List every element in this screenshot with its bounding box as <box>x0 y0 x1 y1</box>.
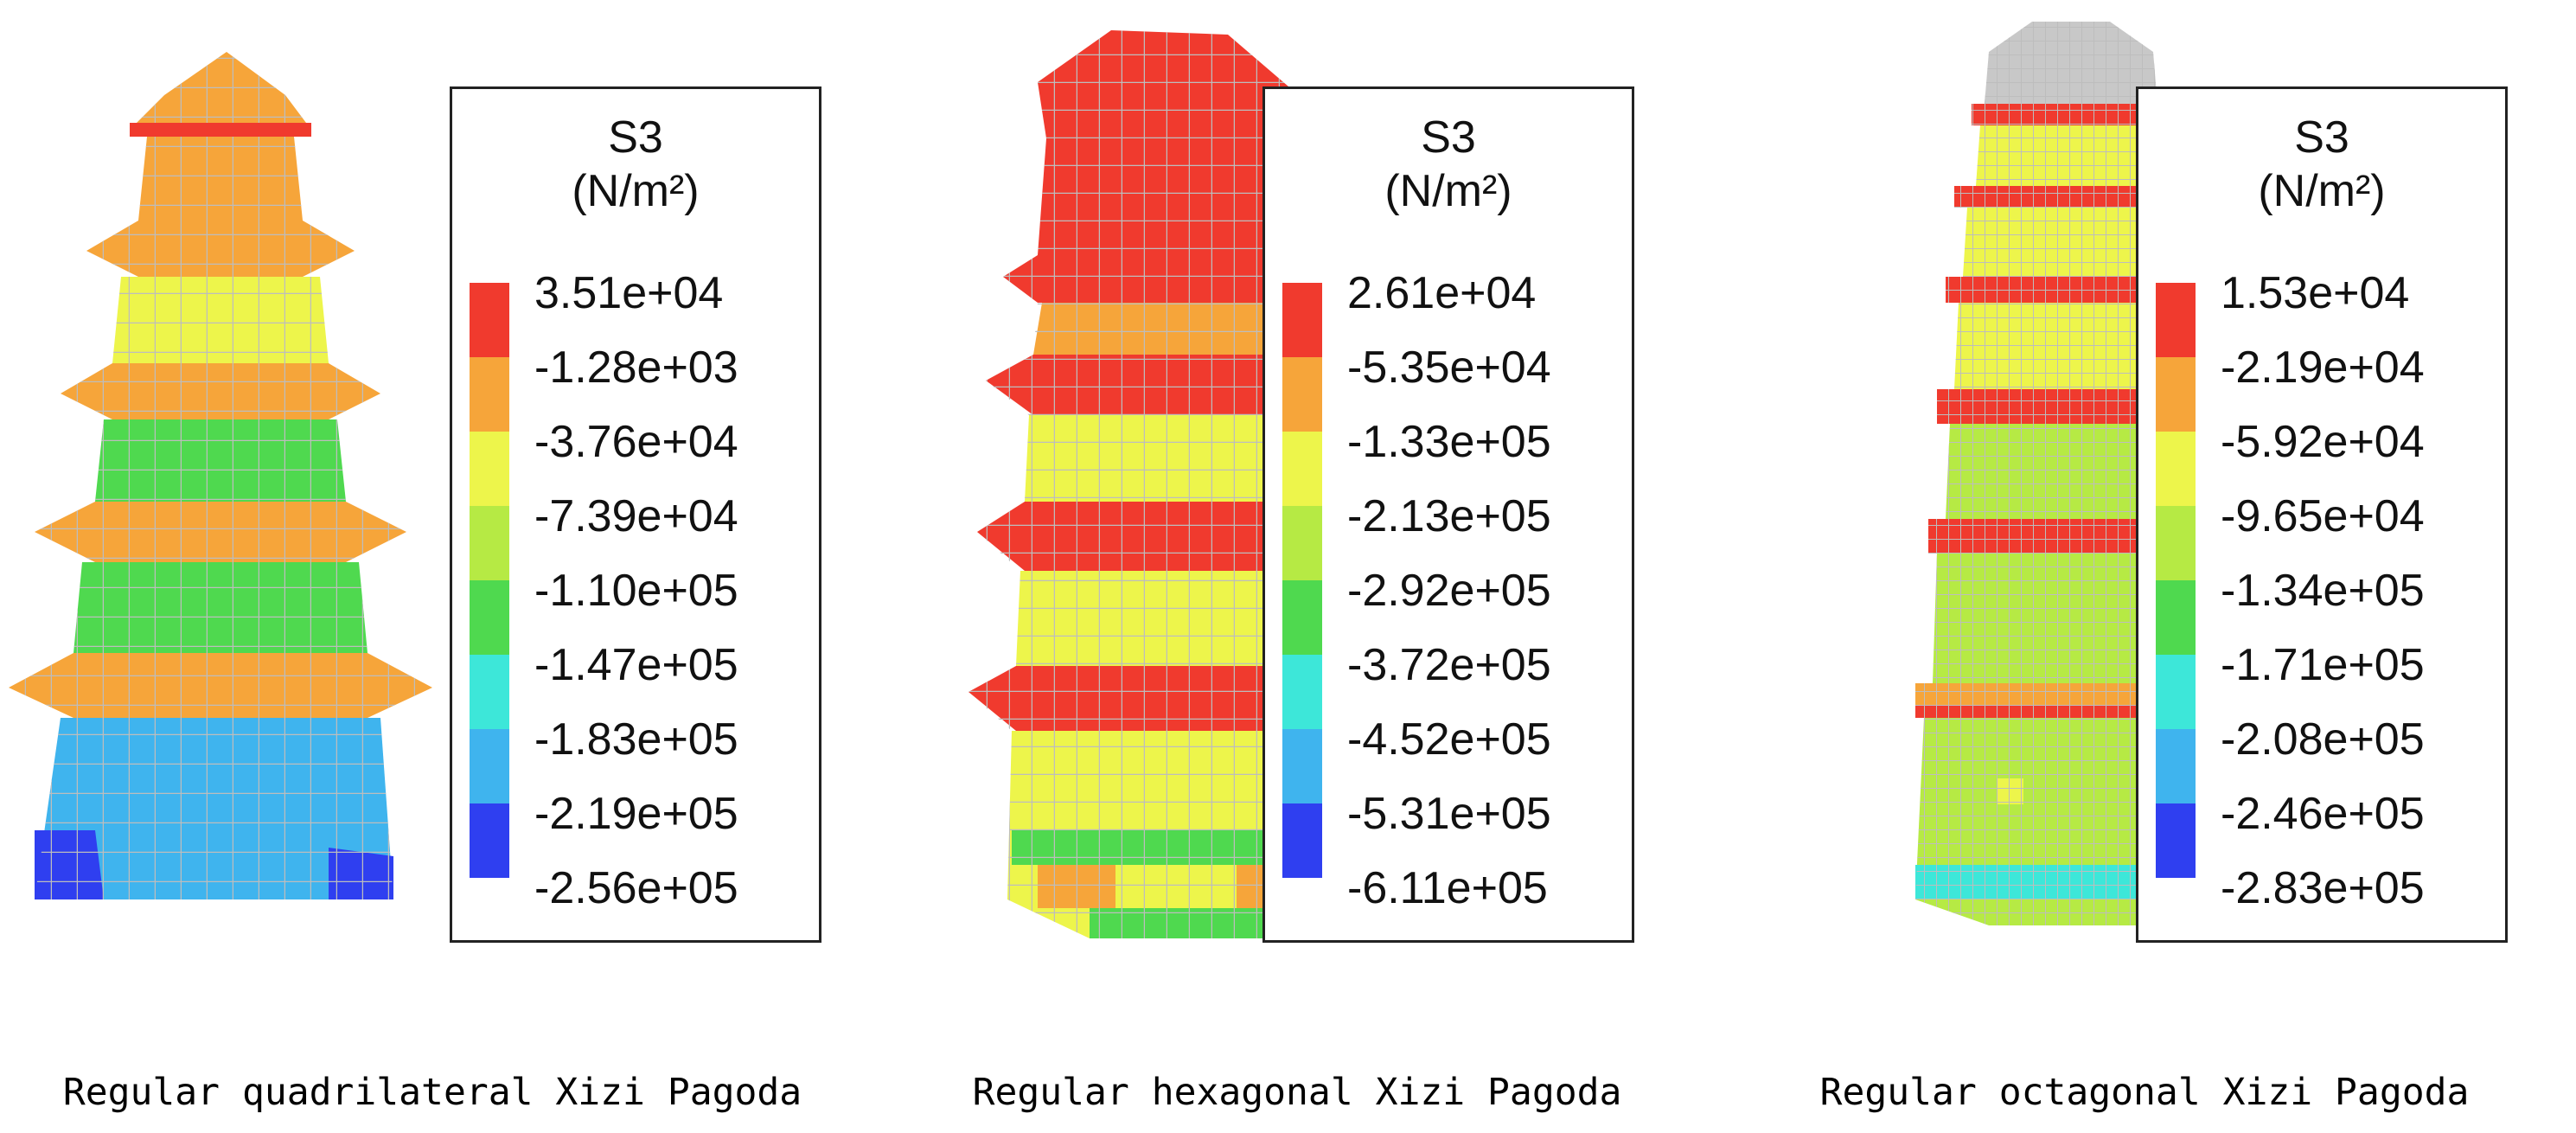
swatch-cyan <box>1282 655 1322 729</box>
swatch-orange <box>1282 357 1322 432</box>
swatch-red <box>470 283 509 357</box>
legend-value: -2.19e+04 <box>2221 342 2425 393</box>
legend-value: -5.35e+04 <box>1347 342 1551 393</box>
swatch-orange <box>2156 357 2196 432</box>
legend-value: -1.83e+05 <box>534 714 738 765</box>
panel-octagonal: S3 (N/m²) 1.53e+04 -2.19e+04 -5.92e+04 -… <box>1729 0 2576 1133</box>
legend-value: -2.92e+05 <box>1347 566 1551 616</box>
swatch-cyan <box>2156 655 2196 729</box>
swatch-lightblue <box>470 729 509 803</box>
legend-quadrilateral: S3 (N/m²) 3.51e+04 -1.28e+03 -3.76e+04 -… <box>450 86 821 943</box>
legend-value: -7.39e+04 <box>534 491 738 541</box>
swatch-yellow <box>470 432 509 506</box>
legend-value: 2.61e+04 <box>1347 268 1537 318</box>
swatch-blue <box>2156 803 2196 878</box>
legend-value: -1.28e+03 <box>534 342 738 393</box>
swatch-red <box>2156 283 2196 357</box>
swatch-yellow <box>1282 432 1322 506</box>
swatch-green <box>1282 580 1322 655</box>
panel-hexagonal: S3 (N/m²) 2.61e+04 -5.35e+04 -1.33e+05 -… <box>865 0 1729 1133</box>
legend-value: -9.65e+04 <box>2221 491 2425 541</box>
panel-quadrilateral: S3 (N/m²) 3.51e+04 -1.28e+03 -3.76e+04 -… <box>0 0 865 1133</box>
legend-value: -3.76e+04 <box>534 417 738 467</box>
legend-value: -4.52e+05 <box>1347 714 1551 765</box>
legend-value: -2.19e+05 <box>534 789 738 839</box>
legend-value: 3.51e+04 <box>534 268 724 318</box>
swatch-lightblue <box>2156 729 2196 803</box>
legend-value: -6.11e+05 <box>1347 863 1548 913</box>
swatch-yellowgreen <box>2156 506 2196 580</box>
legend-value: 1.53e+04 <box>2221 268 2410 318</box>
swatch-yellowgreen <box>470 506 509 580</box>
legend-unit: (N/m²) <box>2258 166 2386 216</box>
legend-unit: (N/m²) <box>572 166 700 216</box>
legend-value: -2.08e+05 <box>2221 714 2425 765</box>
caption-quadrilateral: Regular quadrilateral Xizi Pagoda <box>62 1071 802 1114</box>
legend-value: -1.71e+05 <box>2221 640 2425 690</box>
legend-hexagonal: S3 (N/m²) 2.61e+04 -5.35e+04 -1.33e+05 -… <box>1262 86 1634 943</box>
swatch-blue <box>1282 803 1322 878</box>
legend-title: S3 <box>608 112 663 163</box>
legend-value: -1.34e+05 <box>2221 566 2425 616</box>
legend-value: -3.72e+05 <box>1347 640 1551 690</box>
caption-octagonal: Regular octagonal Xizi Pagoda <box>1819 1071 2470 1114</box>
swatch-green <box>470 580 509 655</box>
legend-value: -1.10e+05 <box>534 566 738 616</box>
caption-hexagonal: Regular hexagonal Xizi Pagoda <box>972 1071 1622 1114</box>
swatch-yellowgreen <box>1282 506 1322 580</box>
legend-value: -1.33e+05 <box>1347 417 1551 467</box>
quadrilateral-pagoda-contour-plot <box>9 52 432 899</box>
legend-octagonal: S3 (N/m²) 1.53e+04 -2.19e+04 -5.92e+04 -… <box>2136 86 2508 943</box>
legend-unit: (N/m²) <box>1384 166 1512 216</box>
swatch-green <box>2156 580 2196 655</box>
legend-value: -2.46e+05 <box>2221 789 2425 839</box>
swatch-blue <box>470 803 509 878</box>
legend-title: S3 <box>1421 112 1476 163</box>
swatch-red <box>1282 283 1322 357</box>
legend-value: -5.31e+05 <box>1347 789 1551 839</box>
legend-value: -5.92e+04 <box>2221 417 2425 467</box>
swatch-orange <box>470 357 509 432</box>
legend-value: -2.13e+05 <box>1347 491 1551 541</box>
legend-value: -1.47e+05 <box>534 640 738 690</box>
legend-value: -2.83e+05 <box>2221 863 2425 913</box>
swatch-cyan <box>470 655 509 729</box>
swatch-lightblue <box>1282 729 1322 803</box>
swatch-yellow <box>2156 432 2196 506</box>
legend-value: -2.56e+05 <box>534 863 738 913</box>
legend-title: S3 <box>2294 112 2349 163</box>
